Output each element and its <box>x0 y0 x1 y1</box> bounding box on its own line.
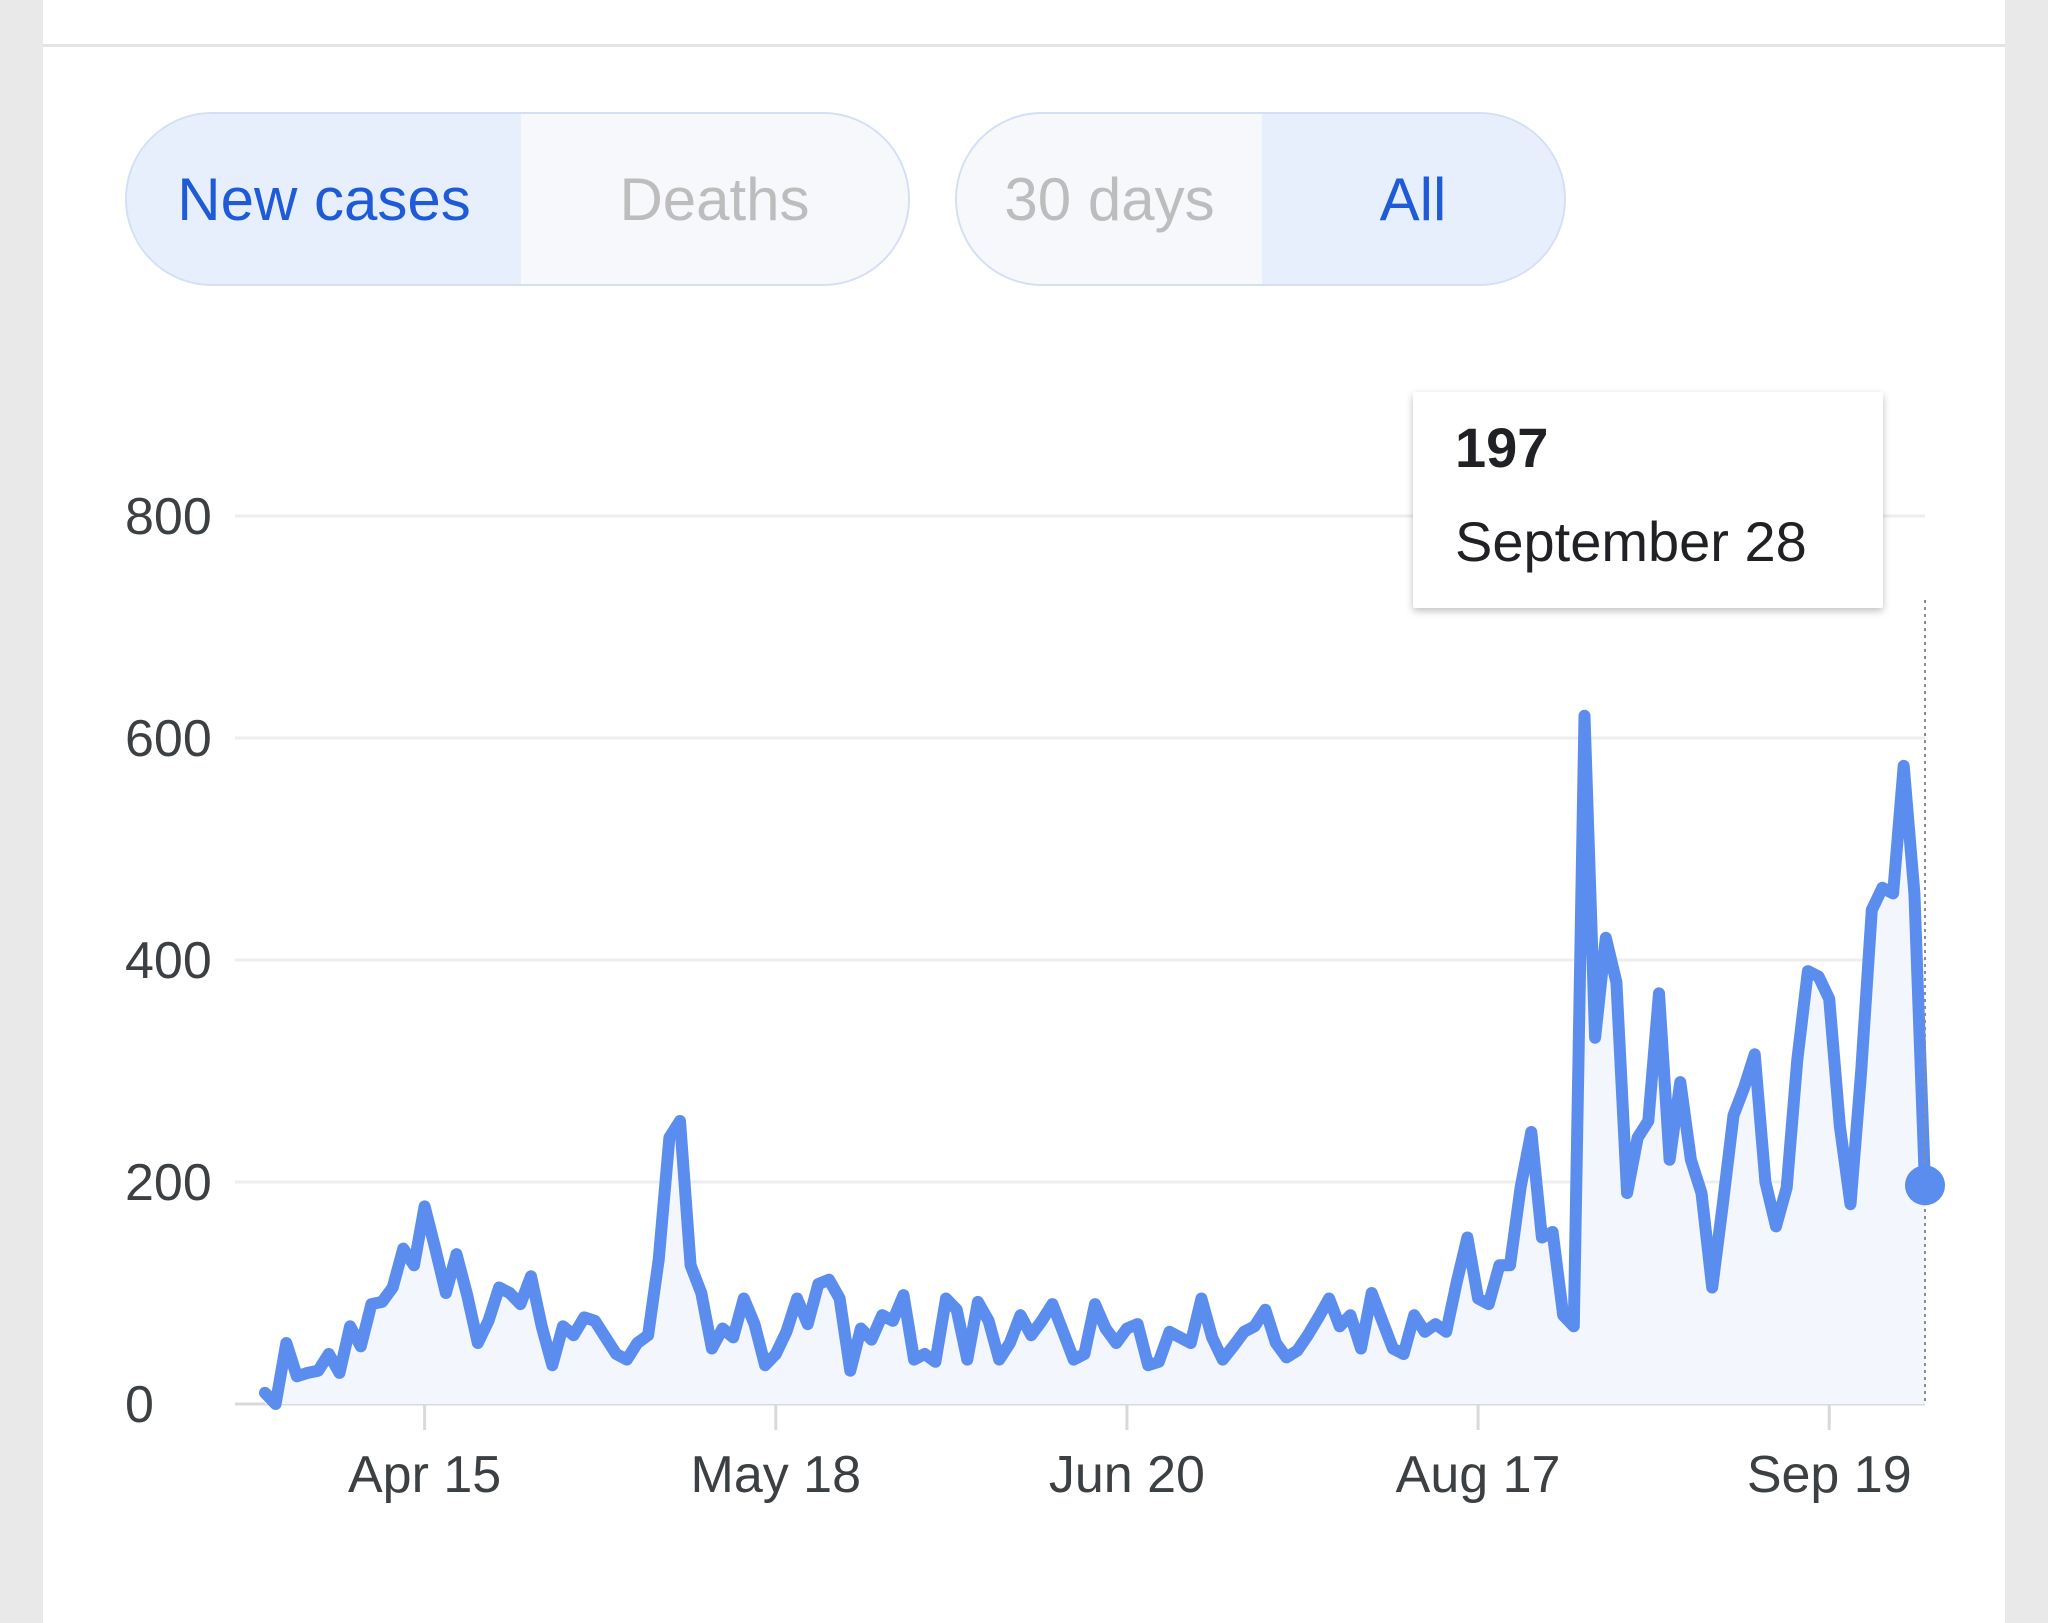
all-button[interactable]: All <box>1262 114 1564 284</box>
divider <box>43 44 2005 47</box>
x-tick-label: Sep 19 <box>1747 1446 1912 1504</box>
metric-toggle: New cases Deaths <box>125 112 910 286</box>
deaths-button[interactable]: Deaths <box>521 114 908 284</box>
30-days-button[interactable]: 30 days <box>957 114 1262 284</box>
x-tick-label: Apr 15 <box>348 1446 501 1504</box>
y-tick-label-600: 600 <box>125 710 212 768</box>
x-tick-label: Aug 17 <box>1396 1446 1561 1504</box>
hover-point <box>1905 1165 1945 1206</box>
y-tick-label-800: 800 <box>125 488 212 546</box>
y-tick-label-400: 400 <box>125 932 212 990</box>
x-tick-label: May 18 <box>691 1446 862 1504</box>
range-toggle: 30 days All <box>955 112 1566 286</box>
area-fill <box>265 715 1925 1404</box>
tooltip-date: September 28 <box>1455 510 1807 573</box>
series-line <box>259 709 1931 1410</box>
chart-tooltip: 197 September 28 <box>1413 392 1883 608</box>
x-tick-label: Jun 20 <box>1049 1446 1205 1504</box>
y-tick-label-0: 0 <box>125 1376 154 1434</box>
y-tick-label-200: 200 <box>125 1154 212 1212</box>
new-cases-button[interactable]: New cases <box>127 114 521 284</box>
tooltip-value: 197 <box>1455 416 1549 479</box>
